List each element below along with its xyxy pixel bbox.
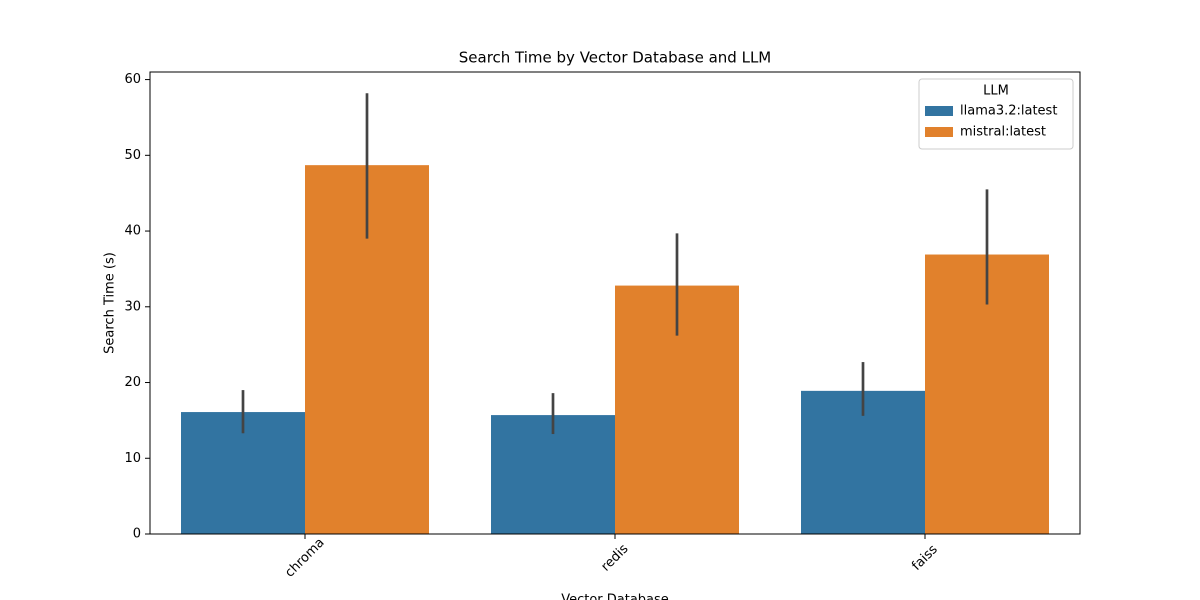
y-tick-label: 0 [133,527,141,542]
legend-swatch [925,127,953,137]
legend-title: LLM [983,84,1009,99]
y-tick-label: 10 [124,451,141,466]
y-tick-label: 50 [124,148,141,163]
y-tick-label: 30 [124,299,141,314]
x-tick-label: faiss [909,542,941,574]
y-tick-label: 20 [124,375,141,390]
x-tick-label: redis [598,541,631,574]
y-tick-label: 60 [124,72,141,87]
x-axis-label: Vector Database [561,593,669,600]
y-tick-label: 40 [124,224,141,239]
legend-swatch [925,106,953,116]
legend-label: llama3.2:latest [960,104,1057,119]
legend-label: mistral:latest [960,125,1046,140]
chart-title: Search Time by Vector Database and LLM [459,49,772,67]
y-axis-label: Search Time (s) [103,252,118,354]
plot-frame [149,71,1081,535]
bar [491,415,615,534]
legend-box [918,78,1074,150]
x-tick-label: chroma [282,535,327,580]
